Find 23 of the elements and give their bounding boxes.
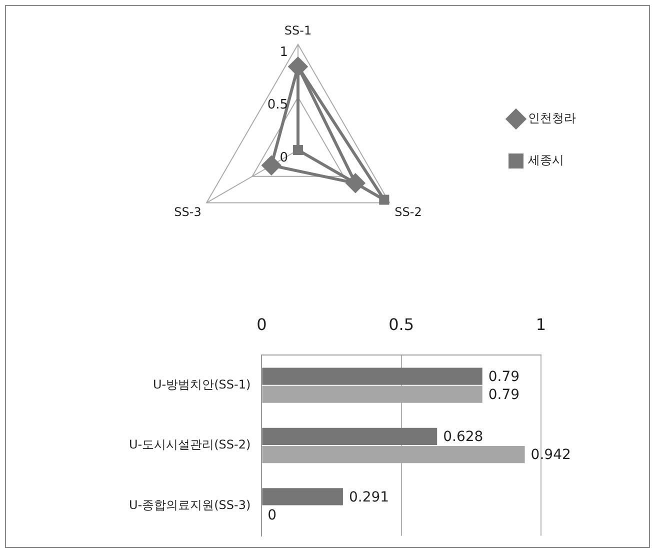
y-tick-label: 0 xyxy=(280,150,288,166)
spoke-label: SS-1 xyxy=(284,23,312,38)
y-tick-label: U-방범치안(SS-1) xyxy=(152,377,251,392)
x-tick-label: 0 xyxy=(256,314,267,334)
data-label: 0.291 xyxy=(348,489,390,506)
data-label: 0.79 xyxy=(488,368,520,385)
bar xyxy=(262,428,438,446)
spoke-label: SS-3 xyxy=(174,205,202,220)
data-label: 0.628 xyxy=(443,429,484,446)
legend-label: 인천청라 xyxy=(528,111,576,126)
legend-label: 세종시 xyxy=(528,153,564,168)
bar xyxy=(262,488,343,506)
y-tick-label: 1 xyxy=(280,44,288,60)
bar xyxy=(262,368,482,385)
x-tick-label: 0.5 xyxy=(388,314,414,334)
data-label: 0.942 xyxy=(530,447,571,464)
data-label: 0.79 xyxy=(488,386,520,403)
y-tick-label: U-종합의료지원(SS-3) xyxy=(128,498,251,512)
y-tick-label: U-도시시설관리(SS-2) xyxy=(128,438,251,452)
x-tick-label: 1 xyxy=(536,314,546,334)
spoke-label: SS-2 xyxy=(394,205,422,220)
y-tick-label: 0.5 xyxy=(267,98,288,113)
data-label: 0 xyxy=(268,507,277,524)
